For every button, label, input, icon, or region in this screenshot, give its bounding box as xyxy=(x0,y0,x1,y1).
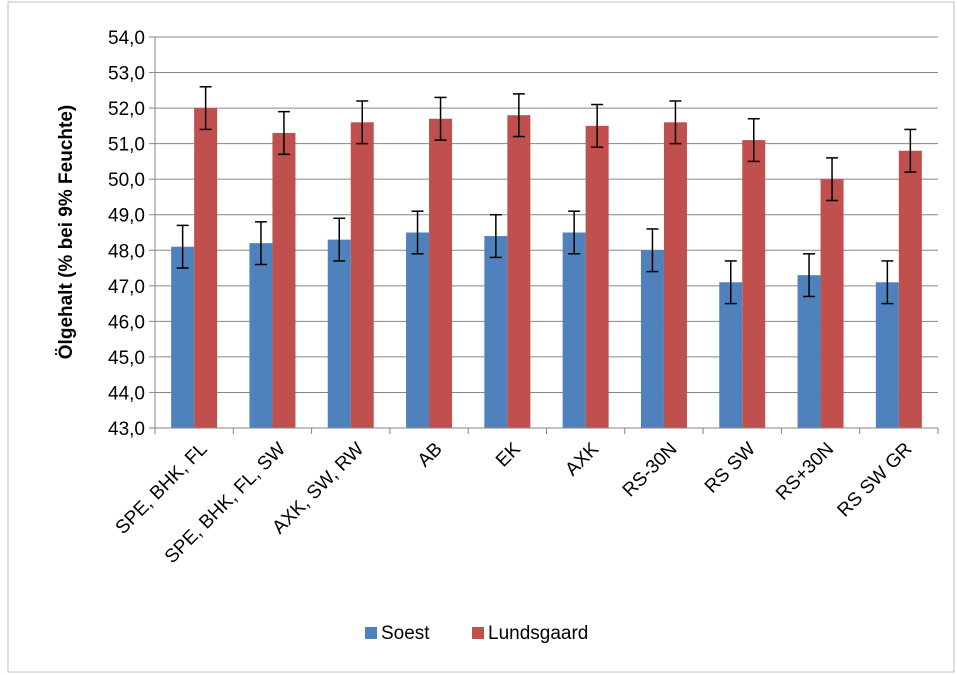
y-axis-label: Ölgehalt (% bei 9% Feuchte) xyxy=(56,105,77,359)
bar-soest xyxy=(406,232,430,428)
x-tick-label: RS+30N xyxy=(772,439,838,505)
bar-lundsgaard xyxy=(272,132,296,429)
bar-lundsgaard xyxy=(820,179,844,428)
error-bars xyxy=(176,86,917,305)
legend-label-soest: Soest xyxy=(381,623,430,644)
bar-soest xyxy=(719,282,743,428)
y-tick-label: 51,0 xyxy=(108,135,145,156)
y-tick-label: 45,0 xyxy=(108,348,145,369)
y-tick-label: 50,0 xyxy=(108,170,145,191)
bar-lundsgaard xyxy=(742,140,766,428)
legend-swatch-soest xyxy=(365,627,377,639)
legend: Soest Lundsgaard xyxy=(365,623,588,644)
bar-soest xyxy=(640,250,664,428)
x-tick-label: RS SW GR xyxy=(834,439,917,522)
legend-label-lundsgaard: Lundsgaard xyxy=(488,623,588,644)
bar-lundsgaard xyxy=(663,122,687,429)
bar-lundsgaard xyxy=(429,118,453,428)
bars xyxy=(171,108,922,429)
bar-soest xyxy=(171,246,195,428)
y-tick-label: 49,0 xyxy=(108,206,145,227)
y-tick-label: 53,0 xyxy=(108,64,145,85)
bar-soest xyxy=(249,243,273,428)
legend-swatch-lundsgaard xyxy=(472,627,484,639)
bar-soest xyxy=(327,239,351,428)
y-tick-label: 46,0 xyxy=(108,312,145,333)
y-tick-label: 43,0 xyxy=(108,419,145,440)
bar-lundsgaard xyxy=(194,108,218,428)
x-tick-label: RS-30N xyxy=(619,439,682,502)
y-tick-labels: 43,0 44,0 45,0 46,0 47,0 48,0 49,0 50,0 51,0 52,0… xyxy=(108,28,145,440)
bar-soest xyxy=(797,275,821,428)
bar-lundsgaard xyxy=(507,115,531,428)
y-tick-label: 54,0 xyxy=(108,28,145,49)
bar-lundsgaard xyxy=(898,150,922,428)
y-tick-label: 52,0 xyxy=(108,99,145,120)
axes xyxy=(149,36,939,434)
y-tick-label: 44,0 xyxy=(108,383,145,404)
bar-soest xyxy=(562,232,586,428)
chart-border xyxy=(7,1,955,673)
x-tick-label: EK xyxy=(492,438,525,471)
bar-lundsgaard xyxy=(585,125,609,428)
x-tick-label: RS SW xyxy=(701,439,760,498)
x-tick-label: AB xyxy=(414,439,447,472)
bar-soest xyxy=(484,236,508,428)
y-tick-label: 48,0 xyxy=(108,241,145,262)
bar-lundsgaard xyxy=(350,122,374,429)
y-tick-label: 47,0 xyxy=(108,277,145,298)
x-tick-label: AXK xyxy=(561,438,603,480)
bar-soest xyxy=(875,282,899,428)
